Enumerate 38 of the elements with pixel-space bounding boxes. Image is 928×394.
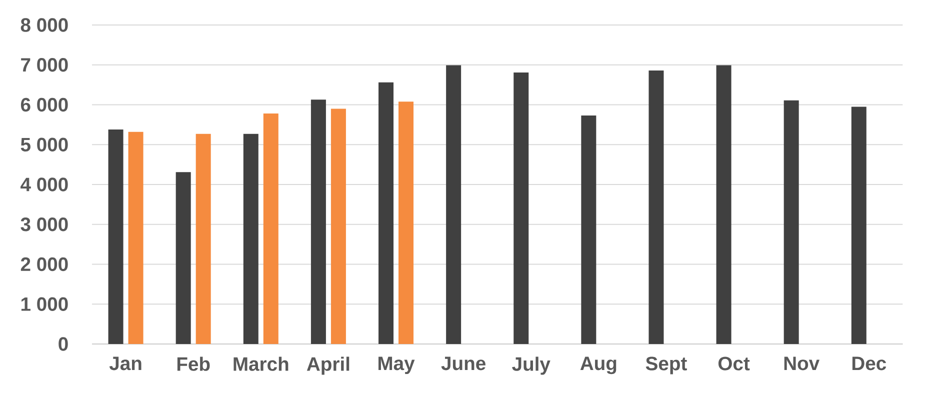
bar bbox=[196, 134, 211, 344]
bar bbox=[446, 65, 462, 344]
y-tick-label: 4 000 bbox=[20, 178, 68, 192]
bar bbox=[108, 129, 124, 344]
bar bbox=[648, 70, 664, 344]
bar bbox=[851, 106, 866, 344]
x-tick-label: Feb bbox=[177, 356, 210, 371]
x-tick-label: Oct bbox=[718, 356, 750, 370]
y-tick-label: 0 bbox=[58, 337, 68, 351]
bar bbox=[243, 134, 258, 344]
x-tick-label: Jan bbox=[109, 356, 142, 370]
x-tick-label: Dec bbox=[852, 356, 886, 370]
y-tick-label: 3 000 bbox=[20, 218, 68, 232]
bar bbox=[398, 102, 414, 344]
bar bbox=[378, 82, 394, 344]
x-tick-label: Sept bbox=[646, 356, 687, 374]
bar bbox=[716, 65, 732, 344]
x-tick-label: March bbox=[234, 356, 288, 371]
bar bbox=[310, 100, 326, 344]
bar bbox=[784, 100, 799, 344]
bar bbox=[263, 114, 278, 344]
y-tick-label: 5 000 bbox=[20, 138, 68, 152]
x-tick-label: July bbox=[512, 356, 550, 375]
x-tick-label: May bbox=[378, 356, 415, 374]
y-tick-label: 7 000 bbox=[21, 58, 68, 72]
y-tick-label: 2 000 bbox=[20, 257, 68, 272]
x-tick-label: Nov bbox=[784, 356, 820, 370]
y-tick-label: 6 000 bbox=[20, 98, 68, 112]
bar bbox=[128, 132, 144, 344]
x-tick-label: Aug bbox=[580, 356, 616, 374]
bar bbox=[176, 172, 191, 344]
y-tick-label: 1 000 bbox=[21, 297, 68, 311]
bar bbox=[330, 108, 346, 344]
y-tick-label: 8 000 bbox=[20, 18, 68, 32]
bar bbox=[581, 116, 596, 344]
x-tick-label: April bbox=[306, 356, 350, 375]
x-tick-label: June bbox=[441, 356, 486, 370]
bar bbox=[514, 72, 529, 344]
